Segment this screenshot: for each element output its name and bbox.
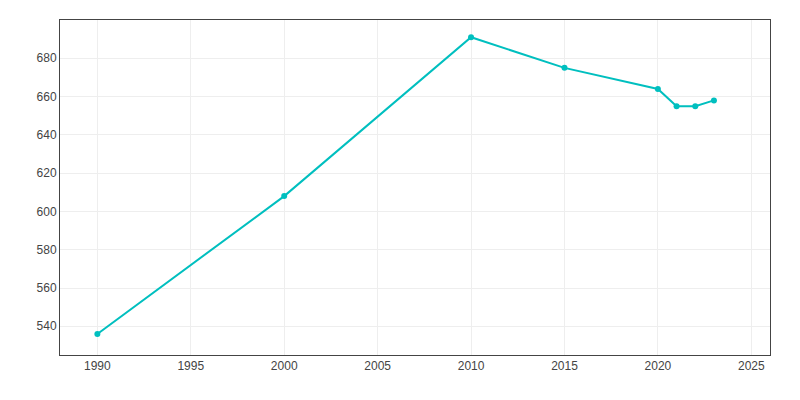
svg-text:2000: 2000: [271, 359, 298, 373]
svg-text:680: 680: [37, 51, 57, 65]
svg-text:620: 620: [37, 166, 57, 180]
svg-text:560: 560: [37, 281, 57, 295]
svg-text:640: 640: [37, 128, 57, 142]
svg-text:660: 660: [37, 90, 57, 104]
svg-text:540: 540: [37, 319, 57, 333]
svg-text:2015: 2015: [551, 359, 578, 373]
svg-text:2010: 2010: [458, 359, 485, 373]
svg-text:1990: 1990: [84, 359, 111, 373]
svg-text:600: 600: [37, 205, 57, 219]
svg-text:2020: 2020: [645, 359, 672, 373]
svg-text:580: 580: [37, 243, 57, 257]
svg-text:2025: 2025: [738, 359, 765, 373]
svg-text:2005: 2005: [364, 359, 391, 373]
svg-text:1995: 1995: [177, 359, 204, 373]
